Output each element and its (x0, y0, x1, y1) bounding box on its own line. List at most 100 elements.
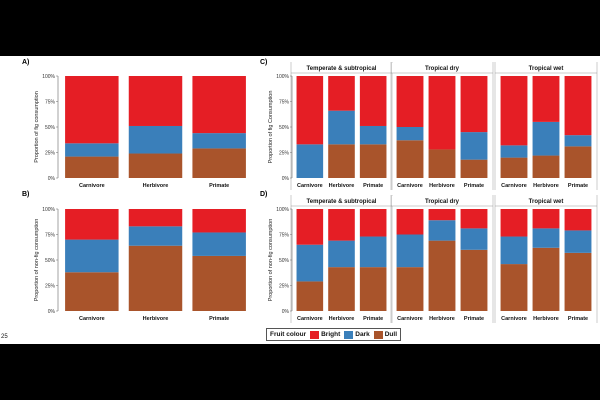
panel-d-facet-1-bar-herbivore-dull (328, 267, 355, 311)
panel-d-strip-bg (496, 196, 596, 206)
panel-d-facet-title: Temperate & subtropical (307, 199, 377, 205)
panel-c-strip-bg (392, 63, 492, 73)
panel-c-facet-1-bar-herbivore-bright (328, 76, 355, 111)
panel-a-bar-herbivore-dull (128, 153, 183, 178)
panel-b-bar-herbivore-bright (128, 209, 183, 227)
panel-a-bar-herbivore-dark (128, 125, 183, 154)
panel-d-facet-2-bar-carnivore-dark (396, 234, 424, 268)
panel-d-letter: D) (260, 191, 267, 198)
panel-c-facet-2-bar-herbivore-bright (428, 76, 456, 150)
panel-b-y-tick-label: 50% (45, 258, 56, 264)
panel-d-facet-2-bar-carnivore-dull (396, 267, 424, 311)
panel-b-x-label-carnivore: Carnivore (79, 316, 105, 322)
panel-d-facet-1-bar-carnivore-bright (296, 209, 324, 245)
panel-c-facet-3-x-label-primate: Primate (568, 183, 588, 189)
panel-c-facet-1-x-label-herbivore: Herbivore (329, 183, 355, 189)
panel-c-facet-1-bar-carnivore-dark (296, 144, 324, 178)
panel-d-facet-3-bar-carnivore-dull (500, 264, 528, 311)
panel-b-y-tick-label: 0% (48, 309, 56, 315)
panel-d-facet-3-bar-primate-dark (564, 230, 592, 253)
panel-c-strip-bg (292, 63, 391, 73)
panel-d-facet-1-bar-primate-dull (359, 267, 387, 311)
panel-b-y-label: Proportion of non-fig consumption (34, 219, 40, 302)
panel-b-bar-carnivore-dark (65, 239, 119, 273)
panel-b-bar-herbivore-dark (128, 226, 183, 246)
panel-c-facet-1-bar-primate-dark (359, 125, 387, 145)
panel-d-facet-2-x-label-carnivore: Carnivore (397, 316, 423, 322)
panel-d-facet-1-bar-carnivore-dark (296, 244, 324, 282)
panel-c-letter: C) (260, 59, 267, 66)
legend-key-dull (373, 330, 383, 339)
panel-b-y-tick-label: 100% (42, 207, 55, 213)
panel-c-facet-1-x-label-carnivore: Carnivore (297, 183, 323, 189)
panel-c-facet-2-x-label-carnivore: Carnivore (397, 183, 423, 189)
panel-c-facet-1-bar-carnivore-bright (296, 76, 324, 145)
panel-d-facet-1-x-label-carnivore: Carnivore (297, 316, 323, 322)
panel-c-facet-3-bar-primate-dull (564, 146, 592, 178)
panel-d-facet-1-bar-carnivore-dull (296, 281, 324, 311)
panel-d-facet-2-bar-primate-dark (460, 228, 488, 250)
panel-b-y-tick-label: 75% (45, 232, 56, 238)
panel-d-facet-3-x-label-carnivore: Carnivore (501, 316, 527, 322)
panel-d-facet-3-x-label-herbivore: Herbivore (533, 316, 559, 322)
panel-c-facet-3-x-label-carnivore: Carnivore (501, 183, 527, 189)
panel-c-facet-3-bar-primate-bright (564, 76, 592, 136)
panel-a-x-label-carnivore: Carnivore (79, 183, 105, 189)
panel-d-facet-2-bar-primate-dull (460, 249, 488, 311)
panel-b-bar-primate-dull (192, 255, 246, 311)
panel-d-facet-3-bar-carnivore-bright (500, 209, 528, 237)
panel-c-facet-3-bar-herbivore-dull (532, 155, 560, 178)
panel-d-facet-3-bar-carnivore-dark (500, 236, 528, 265)
panel-c-facet-3-x-label-herbivore: Herbivore (533, 183, 559, 189)
panel-d-facet-1-bar-primate-dark (359, 236, 387, 268)
panel-c-y-tick-label: 75% (279, 99, 290, 105)
panel-d-facet-1-x-label-primate: Primate (363, 316, 383, 322)
panel-c-y-tick-label: 100% (276, 74, 289, 80)
panel-a-y-label: Proportion of fig consumption (34, 91, 40, 163)
panel-d-facet-3-bar-herbivore-dull (532, 247, 560, 311)
panel-b-bar-carnivore-bright (65, 209, 119, 240)
legend-label-dull: Dull (384, 331, 397, 338)
legend-label-bright: Bright (321, 331, 341, 338)
panel-b-letter: B) (22, 191, 29, 198)
panel-d-y-tick-label: 0% (282, 309, 290, 315)
legend-key-dark (344, 330, 354, 339)
legend: Fruit colour Bright Dark Dull (266, 328, 401, 341)
panel-d-facet-title: Tropical dry (425, 199, 460, 205)
panel-c-facet-title: Tropical dry (425, 66, 460, 72)
panel-c-facet-title: Temperate & subtropical (307, 66, 377, 72)
panel-a-letter: A) (22, 59, 29, 66)
page-number: 25 (1, 334, 8, 340)
panel-c-facet-2-bar-carnivore-bright (396, 76, 424, 127)
panel-a-bar-carnivore-bright (65, 76, 119, 144)
panel-c-facet-1-bar-herbivore-dull (328, 144, 355, 178)
panel-d-y-tick-label: 50% (279, 258, 290, 264)
panel-a-y-tick-label: 50% (45, 125, 56, 131)
panel-a-bar-primate-dark (192, 133, 246, 149)
panel-a-bar-carnivore-dark (65, 143, 119, 157)
panel-b-x-label-primate: Primate (209, 316, 229, 322)
panel-c-facet-1-x-label-primate: Primate (363, 183, 383, 189)
panel-c-facet-2-bar-primate-bright (460, 76, 488, 133)
legend-label-dark: Dark (355, 331, 370, 338)
panel-c-facet-2-bar-primate-dark (460, 132, 488, 160)
legend-key-bright (310, 330, 320, 339)
panel-a-y-tick-label: 100% (42, 74, 55, 80)
panel-a-bar-carnivore-dull (65, 156, 119, 178)
panel-d-facet-2-bar-herbivore-bright (428, 209, 456, 221)
panel-d-strip-bg (292, 196, 391, 206)
panel-c-facet-2-bar-carnivore-dark (396, 127, 424, 141)
panel-d-facet-3-bar-primate-dull (564, 252, 592, 311)
panel-c-facet-1-bar-primate-dull (359, 144, 387, 178)
panel-d-facet-3-x-label-primate: Primate (568, 316, 588, 322)
panel-c-facet-2-bar-herbivore-dull (428, 149, 456, 178)
panel-b-bar-primate-dark (192, 232, 246, 256)
panel-d-facet-title: Tropical wet (529, 199, 564, 205)
panel-d-y-tick-label: 75% (279, 232, 290, 238)
panel-c-strip-bg (496, 63, 596, 73)
panel-d-facet-1-x-label-herbivore: Herbivore (329, 316, 355, 322)
figure-canvas: A) 0% 25% 50% 75% 100% Proportion of fig consu… (0, 56, 600, 344)
panel-c-facet-2-bar-primate-dull (460, 159, 488, 178)
panel-c-y-label: Proportion of fig Consumption (268, 91, 274, 164)
panel-d-facet-1-bar-primate-bright (359, 209, 387, 237)
